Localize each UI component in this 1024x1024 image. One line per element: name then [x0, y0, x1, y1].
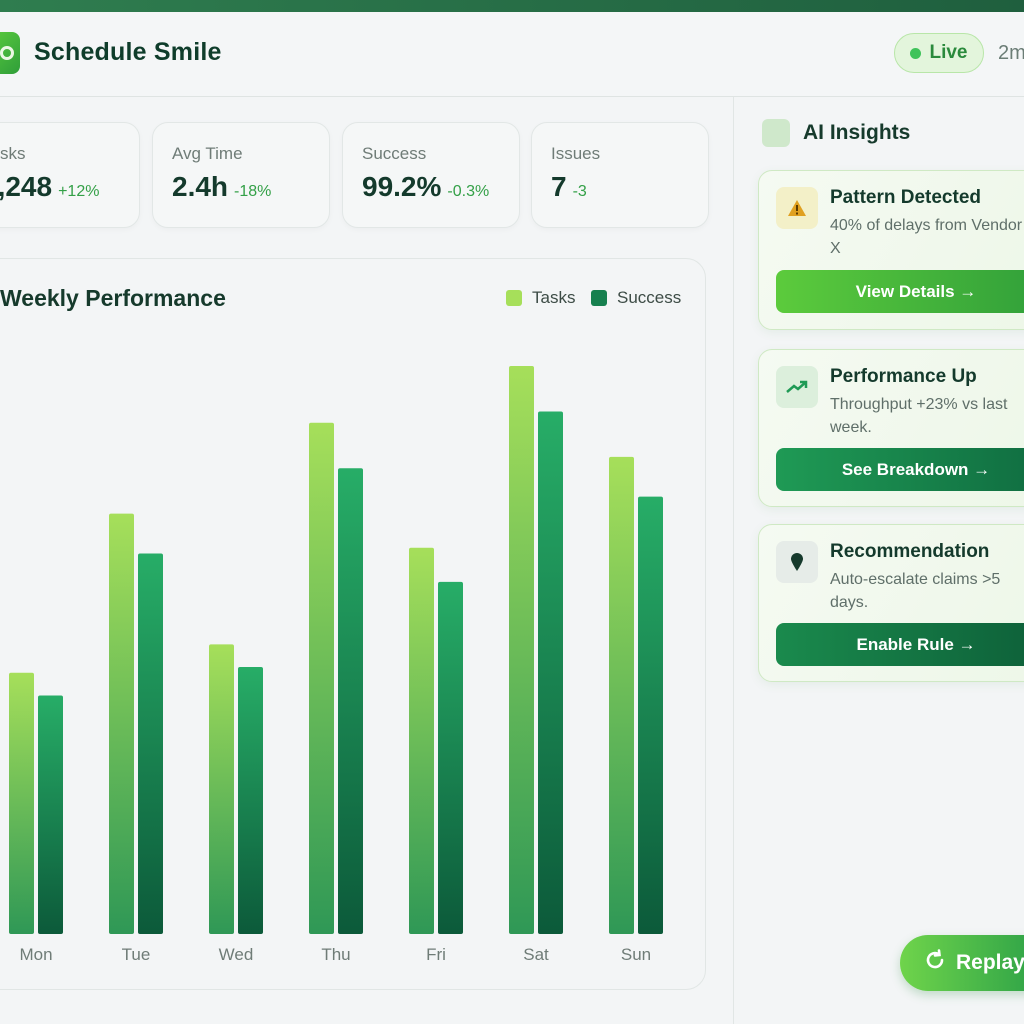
- insight-card-pattern[interactable]: Pattern Detected 40% of delays from Vend…: [758, 170, 1024, 330]
- stat-delta: +12%: [58, 183, 100, 200]
- stat-label: Tasks: [0, 144, 26, 163]
- stat-delta: -0.3%: [447, 183, 490, 200]
- replay-label: Replay: [956, 951, 1024, 974]
- stat-delta: -3: [572, 183, 587, 200]
- app-title: Schedule Smile: [34, 38, 222, 66]
- legend-item-tasks[interactable]: Tasks: [506, 288, 575, 308]
- stat-value: 1,248: [0, 171, 53, 202]
- insight-description: Auto-escalate claims >5 days.: [830, 571, 1001, 611]
- warning-icon: [776, 187, 818, 229]
- header-time-label: 2m: [998, 42, 1024, 64]
- x-tick-label: Mon: [19, 945, 52, 964]
- stat-card-success[interactable]: Success 99.2% -0.3%: [342, 122, 520, 228]
- trend-up-icon: [776, 366, 818, 408]
- stat-card-tasks[interactable]: Tasks 1,248 +12%: [0, 122, 140, 228]
- x-tick-label: Tue: [122, 945, 151, 964]
- stat-value: 99.2%: [362, 171, 442, 202]
- bar-success-thu[interactable]: [338, 468, 363, 934]
- bar-success-mon[interactable]: [38, 695, 63, 934]
- bar-success-sat[interactable]: [538, 411, 563, 934]
- view-details-button[interactable]: View Details →: [776, 270, 1024, 313]
- stat-label: Success: [362, 144, 427, 163]
- pin-icon: [776, 541, 818, 583]
- ai-insights-icon: [762, 119, 790, 147]
- legend-item-success[interactable]: Success: [591, 288, 681, 308]
- bar-tasks-sat[interactable]: [509, 366, 534, 934]
- insight-title: Performance Up: [830, 366, 977, 387]
- sidebar-divider: [733, 97, 734, 1024]
- legend-label-tasks: Tasks: [532, 288, 576, 307]
- weekly-performance-chart: Mon Tue Wed Thu Fri Sat Sun: [9, 366, 663, 964]
- insight-card-performance[interactable]: Performance Up Throughput +23% vs last w…: [758, 349, 1024, 507]
- stat-card-avg-time[interactable]: Avg Time 2.4h -18%: [152, 122, 330, 228]
- stat-label: Issues: [551, 144, 601, 163]
- x-tick-label: Wed: [219, 945, 254, 964]
- bar-tasks-tue[interactable]: [109, 513, 134, 934]
- bar-success-wed[interactable]: [238, 667, 263, 934]
- legend-swatch-success: [591, 290, 607, 306]
- app-logo-icon[interactable]: [0, 32, 20, 74]
- bar-success-fri[interactable]: [438, 581, 463, 934]
- sidebar-title: AI Insights: [803, 121, 911, 144]
- insight-title: Recommendation: [830, 541, 990, 562]
- insight-description: Throughput +23% vs last week.: [830, 396, 1008, 436]
- x-tick-label: Thu: [321, 945, 350, 964]
- bar-tasks-mon[interactable]: [9, 672, 34, 934]
- x-tick-label: Sun: [621, 945, 651, 964]
- live-status-badge[interactable]: Live: [894, 33, 984, 73]
- insight-title: Pattern Detected: [830, 187, 981, 208]
- replay-button[interactable]: Replay: [900, 935, 1024, 991]
- top-accent-strip: [0, 0, 1024, 12]
- bar-tasks-thu[interactable]: [309, 422, 334, 934]
- stat-value: 2.4h: [172, 171, 229, 202]
- stat-card-issues[interactable]: Issues 7 -3: [531, 122, 709, 228]
- see-breakdown-button[interactable]: See Breakdown →: [776, 448, 1024, 491]
- bar-tasks-sun[interactable]: [609, 456, 634, 934]
- chart-title: Weekly Performance: [0, 285, 226, 311]
- bar-tasks-fri[interactable]: [409, 547, 434, 934]
- x-tick-label: Fri: [426, 945, 446, 964]
- bar-success-tue[interactable]: [138, 553, 163, 934]
- live-label: Live: [929, 42, 968, 63]
- bar-success-sun[interactable]: [638, 496, 663, 934]
- insight-description: 40% of delays from Vendor X: [830, 217, 1023, 257]
- stat-value: 7: [551, 171, 567, 202]
- insight-card-recommendation[interactable]: Recommendation Auto-escalate claims >5 d…: [758, 524, 1024, 682]
- bar-tasks-wed[interactable]: [209, 644, 234, 934]
- stat-delta: -18%: [234, 183, 272, 200]
- legend-swatch-tasks: [506, 290, 522, 306]
- stat-label: Avg Time: [172, 144, 243, 163]
- x-tick-label: Sat: [523, 945, 549, 964]
- app-header: Schedule Smile Live 2m: [0, 12, 1024, 97]
- refresh-icon: [924, 949, 946, 977]
- live-dot-icon: [910, 47, 922, 59]
- enable-rule-button[interactable]: Enable Rule →: [776, 623, 1024, 666]
- legend-label-success: Success: [617, 288, 682, 307]
